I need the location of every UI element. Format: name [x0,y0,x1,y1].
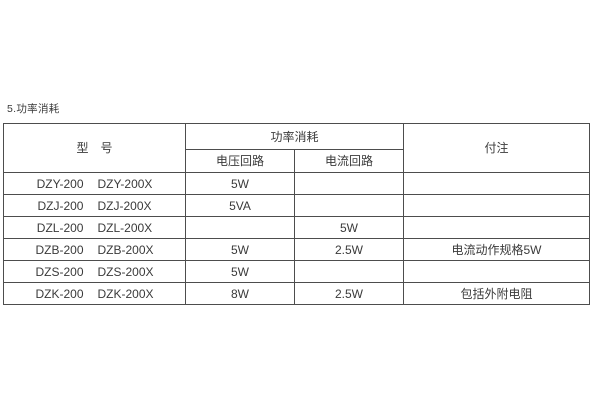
model-name-variant: DZL-200X [97,220,153,235]
note-cell [403,194,590,217]
model-cell: DZS-200 DZS-200X [3,260,186,283]
voltage-cell: 5W [185,172,295,195]
model-name: DZJ-200 [37,198,84,213]
current-cell: 2.5W [294,282,404,305]
note-cell [403,216,590,239]
model-name-variant: DZS-200X [97,264,154,279]
model-name-variant: DZK-200X [97,286,154,301]
model-name-variant: DZB-200X [97,242,154,257]
model-name: DZS-200 [35,264,84,279]
current-cell: 5W [294,216,404,239]
table-row: DZK-200 DZK-200X 8W 2.5W 包括外附电阻 [3,282,590,305]
table-row: DZS-200 DZS-200X 5W [3,260,590,283]
table-row: DZB-200 DZB-200X 5W 2.5W 电流动作规格5W [3,238,590,261]
current-cell: 2.5W [294,238,404,261]
header-voltage-circuit: 电压回路 [185,149,295,173]
table-header-row-2: 电压回路 电流回路 [4,149,590,173]
voltage-cell: 5W [185,238,295,261]
model-cell: DZL-200 DZL-200X [3,216,186,239]
model-name: DZK-200 [35,286,84,301]
voltage-cell: 8W [185,282,295,305]
header-current-circuit: 电流回路 [294,149,404,173]
model-cell: DZK-200 DZK-200X [3,282,186,305]
table-row: DZY-200 DZY-200X 5W [3,172,590,195]
note-cell [403,172,590,195]
note-cell: 电流动作规格5W [403,238,590,261]
header-note: 付注 [403,123,590,173]
table-header-row-1: 型 号 功率消耗 付注 [3,123,590,173]
voltage-cell [185,216,295,239]
note-cell: 包括外附电阻 [403,282,590,305]
current-cell [294,194,404,217]
table-row: DZJ-200 DZJ-200X 5VA [3,194,590,217]
model-name: DZB-200 [35,242,84,257]
model-cell: DZJ-200 DZJ-200X [3,194,186,217]
power-consumption-table: 型 号 功率消耗 付注 电压回路 电流回路 DZY-200 DZY-200X 5W… [3,123,590,305]
voltage-cell: 5VA [185,194,295,217]
current-cell [294,172,404,195]
model-name-variant: DZJ-200X [97,198,152,213]
voltage-cell: 5W [185,260,295,283]
header-power-group: 功率消耗 [185,123,404,150]
model-name-variant: DZY-200X [97,176,153,191]
note-cell [403,260,590,283]
header-model: 型 号 [3,123,186,173]
model-name: DZL-200 [36,220,84,235]
model-cell: DZY-200 DZY-200X [3,172,186,195]
table-row: DZL-200 DZL-200X 5W [3,216,590,239]
model-cell: DZB-200 DZB-200X [3,238,186,261]
model-name: DZY-200 [36,176,84,191]
current-cell [294,260,404,283]
section-title: 5.功率消耗 [7,103,60,115]
